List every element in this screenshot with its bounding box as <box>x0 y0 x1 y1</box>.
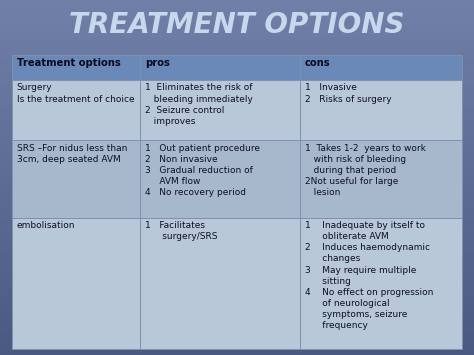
Text: 1   Facilitates
      surgery/SRS: 1 Facilitates surgery/SRS <box>145 221 218 241</box>
Bar <box>0 53 474 59</box>
Bar <box>0 12 474 18</box>
Bar <box>0 237 474 242</box>
Bar <box>0 142 474 148</box>
Bar <box>0 219 474 225</box>
Bar <box>0 184 474 189</box>
Text: pros: pros <box>145 58 170 68</box>
Bar <box>0 326 474 331</box>
Bar <box>0 71 474 77</box>
Bar <box>0 255 474 260</box>
Bar <box>0 65 474 71</box>
Bar <box>0 260 474 266</box>
Bar <box>12 55 140 80</box>
Text: cons: cons <box>305 58 330 68</box>
Text: TREATMENT OPTIONS: TREATMENT OPTIONS <box>69 11 405 39</box>
Bar <box>0 320 474 326</box>
Bar <box>0 6 474 12</box>
Text: SRS –For nidus less than
3cm, deep seated AVM: SRS –For nidus less than 3cm, deep seate… <box>17 143 127 164</box>
Bar <box>0 160 474 166</box>
Bar <box>12 140 140 218</box>
Text: Surgery
Is the treatment of choice: Surgery Is the treatment of choice <box>17 83 134 104</box>
Bar <box>300 218 462 349</box>
Bar <box>0 77 474 83</box>
Bar <box>0 42 474 47</box>
Bar <box>300 55 462 80</box>
Bar <box>0 337 474 343</box>
Bar <box>0 89 474 95</box>
Bar <box>0 296 474 302</box>
Bar <box>0 248 474 255</box>
Bar <box>0 195 474 201</box>
Bar <box>0 242 474 248</box>
Bar <box>0 302 474 308</box>
Bar <box>0 29 474 36</box>
Text: 1    Inadequate by itself to
      obliterate AVM
2    Induces haemodynamic
    : 1 Inadequate by itself to obliterate AVM… <box>305 221 433 330</box>
Text: 1  Eliminates the risk of
   bleeding immediately
2  Seizure control
   improves: 1 Eliminates the risk of bleeding immedi… <box>145 83 253 126</box>
Bar <box>140 218 300 349</box>
Bar <box>0 290 474 296</box>
Bar <box>300 80 462 140</box>
Bar <box>0 83 474 89</box>
Bar <box>0 201 474 207</box>
Text: 1   Invasive
2   Risks of surgery: 1 Invasive 2 Risks of surgery <box>305 83 392 104</box>
Bar <box>0 266 474 272</box>
Bar <box>0 278 474 284</box>
Bar <box>0 343 474 349</box>
Bar <box>0 47 474 53</box>
Bar <box>0 100 474 106</box>
Bar <box>0 36 474 42</box>
Bar <box>0 18 474 24</box>
Bar <box>0 148 474 154</box>
Bar <box>0 225 474 231</box>
Bar <box>0 189 474 195</box>
Bar <box>12 218 140 349</box>
Bar <box>0 308 474 313</box>
Text: embolisation: embolisation <box>17 221 75 230</box>
Bar <box>0 124 474 130</box>
Text: Treatment options: Treatment options <box>17 58 120 68</box>
Bar <box>0 136 474 142</box>
Bar <box>140 55 300 80</box>
Bar <box>0 154 474 160</box>
Bar <box>0 284 474 290</box>
Bar <box>0 171 474 178</box>
Bar <box>0 207 474 213</box>
Bar <box>300 140 462 218</box>
Bar <box>140 140 300 218</box>
Bar <box>0 118 474 124</box>
Bar <box>0 113 474 118</box>
Bar <box>0 272 474 278</box>
Bar <box>0 349 474 355</box>
Bar <box>140 80 300 140</box>
Bar <box>0 166 474 171</box>
Bar <box>0 331 474 337</box>
Bar <box>0 106 474 113</box>
Bar <box>0 0 474 6</box>
Bar <box>0 24 474 29</box>
Text: 1   Out patient procedure
2   Non invasive
3   Gradual reduction of
     AVM flo: 1 Out patient procedure 2 Non invasive 3… <box>145 143 260 197</box>
Bar <box>0 231 474 237</box>
Bar <box>0 95 474 100</box>
Bar <box>12 80 140 140</box>
Bar <box>0 130 474 136</box>
Bar <box>0 59 474 65</box>
Text: 1  Takes 1-2  years to work
   with risk of bleeding
   during that period
2Not : 1 Takes 1-2 years to work with risk of b… <box>305 143 426 197</box>
Bar <box>0 213 474 219</box>
Bar <box>0 178 474 184</box>
Bar <box>0 313 474 320</box>
